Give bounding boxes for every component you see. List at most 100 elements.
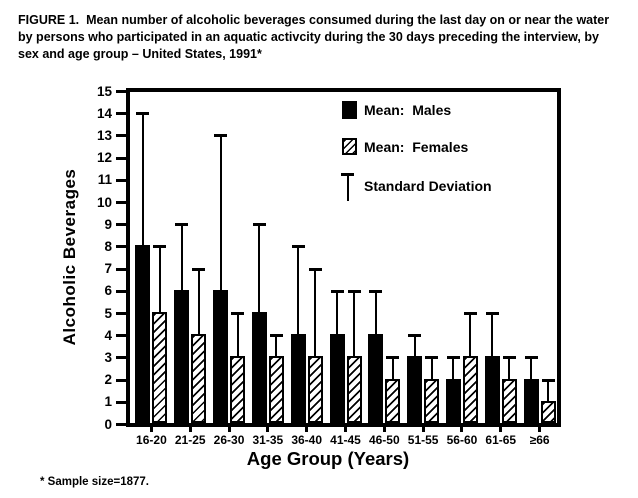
y-tick-2 (116, 378, 126, 382)
x-tick-label-36-40: 36-40 (291, 433, 323, 447)
x-tick-label-26-30: 26-30 (213, 433, 245, 447)
bar-males-21-25 (174, 289, 190, 423)
bar-males-31-35 (251, 312, 267, 423)
bar-males-61-65 (484, 356, 500, 423)
y-tick-1 (116, 400, 126, 404)
bar-males-51-55 (407, 356, 423, 423)
sd-whisker-males-51-55 (413, 334, 416, 357)
y-tick-label-15: 15 (96, 83, 112, 99)
y-axis-title: Alcoholic Beverages (60, 168, 79, 346)
x-tick-label-61-65: 61-65 (485, 433, 517, 447)
sd-whisker-cap-males-56-60 (446, 356, 460, 360)
sd-whisker-cap-males-≥66 (524, 356, 538, 360)
bar-males-16-20 (135, 245, 151, 423)
y-tick-label-5: 5 (104, 305, 112, 321)
x-tick-≥66 (538, 427, 542, 432)
bar-females-≥66 (540, 400, 556, 423)
sd-whisker-males-21-25 (180, 223, 183, 290)
x-tick-label-21-25: 21-25 (174, 433, 206, 447)
sd-whisker-cap-males-46-50 (369, 289, 383, 293)
x-tick-label-51-55: 51-55 (407, 433, 439, 447)
legend-males-label: Mean: Males (364, 102, 452, 118)
y-tick-13 (116, 134, 126, 138)
y-tick-3 (116, 356, 126, 360)
sd-whisker-cap-females-41-45 (347, 289, 361, 293)
sd-whisker-cap-males-41-45 (330, 289, 344, 293)
y-tick-8 (116, 245, 126, 249)
sd-whisker-females-36-40 (314, 267, 317, 357)
legend-males-swatch-icon (342, 101, 357, 119)
x-tick-label-41-45: 41-45 (330, 433, 361, 447)
bar-females-61-65 (501, 378, 517, 423)
sd-whisker-males-26-30 (219, 134, 222, 290)
x-tick-26-30 (227, 427, 231, 432)
bar-females-36-40 (307, 356, 323, 423)
x-tick-label-56-60: 56-60 (446, 433, 478, 447)
x-tick-label-≥66: ≥66 (529, 433, 550, 447)
x-tick-label-46-50: 46-50 (368, 433, 400, 447)
x-tick-61-65 (499, 427, 503, 432)
sd-whisker-females-21-25 (197, 267, 200, 335)
sd-whisker-males-46-50 (374, 289, 377, 335)
sd-whisker-cap-females-≥66 (541, 378, 555, 382)
sd-whisker-cap-females-31-35 (269, 334, 283, 338)
y-tick-label-1: 1 (104, 394, 112, 410)
y-tick-15 (116, 90, 126, 93)
sd-whisker-males-16-20 (141, 112, 144, 246)
bar-females-16-20 (152, 312, 168, 423)
bar-females-31-35 (268, 356, 284, 423)
sd-whisker-cap-males-61-65 (485, 312, 499, 315)
bar-females-41-45 (346, 356, 362, 423)
y-tick-7 (116, 267, 126, 271)
bar-females-56-60 (462, 356, 478, 423)
sd-whisker-females-26-30 (236, 312, 239, 357)
sd-whisker-cap-females-26-30 (231, 312, 245, 315)
y-tick-label-12: 12 (96, 150, 112, 166)
sd-whisker-females-51-55 (430, 356, 433, 379)
sd-whisker-males-41-45 (336, 289, 338, 335)
x-tick-label-16-20: 16-20 (136, 433, 167, 447)
bar-females-26-30 (230, 356, 246, 423)
x-tick-21-25 (188, 427, 192, 432)
sd-whisker-males-36-40 (297, 245, 300, 335)
bar-females-51-55 (424, 378, 440, 423)
sd-whisker-cap-females-61-65 (502, 356, 516, 360)
x-tick-46-50 (382, 427, 386, 432)
y-tick-11 (116, 178, 126, 182)
sd-whisker-cap-females-56-60 (463, 312, 477, 315)
sd-whisker-cap-females-51-55 (425, 356, 439, 360)
y-tick-12 (116, 156, 126, 160)
bar-females-46-50 (385, 378, 401, 423)
sd-whisker-cap-males-31-35 (252, 223, 266, 227)
sd-whisker-cap-males-36-40 (291, 245, 305, 249)
sd-whisker-cap-males-26-30 (214, 134, 228, 138)
y-tick-label-9: 9 (104, 216, 112, 232)
sd-whisker-cap-females-16-20 (153, 245, 167, 249)
y-tick-label-3: 3 (104, 349, 112, 365)
y-tick-label-0: 0 (104, 416, 112, 432)
bar-females-21-25 (191, 334, 207, 423)
y-tick-label-13: 13 (96, 127, 112, 143)
y-tick-5 (116, 312, 126, 315)
sd-whisker-cap-males-21-25 (175, 223, 189, 227)
y-tick-4 (116, 334, 126, 338)
y-tick-label-8: 8 (104, 238, 112, 254)
sd-whisker-males-61-65 (491, 312, 494, 357)
bar-males-≥66 (523, 378, 539, 423)
x-tick-41-45 (344, 427, 347, 432)
x-axis-title: Age Group (Years) (246, 448, 410, 469)
x-tick-51-55 (421, 427, 425, 432)
y-tick-label-7: 7 (104, 261, 112, 277)
y-tick-label-10: 10 (96, 194, 112, 210)
legend-sd-label: Standard Deviation (364, 178, 492, 194)
sd-whisker-cap-females-21-25 (192, 267, 206, 271)
sd-whisker-females-61-65 (508, 356, 511, 379)
bar-males-36-40 (290, 334, 306, 423)
y-tick-6 (116, 289, 126, 293)
y-tick-0 (116, 423, 126, 426)
x-tick-36-40 (305, 427, 309, 432)
bar-males-46-50 (368, 334, 384, 423)
legend-sd-whisker-cap-icon (341, 173, 354, 176)
y-tick-label-6: 6 (104, 283, 112, 299)
